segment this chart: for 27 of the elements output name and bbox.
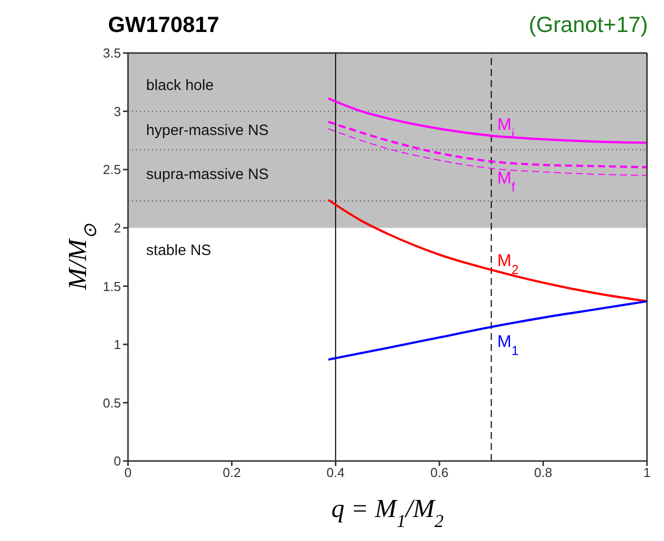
x-tick-label: 1	[643, 465, 651, 480]
x-tick-label: 0	[124, 465, 132, 480]
y-tick-label: 2	[114, 220, 121, 236]
text: (Granot+17)	[528, 12, 648, 38]
y-tick-label: 1	[114, 337, 121, 352]
y-tick-label: 1.5	[102, 278, 121, 294]
annotation: stable NS	[146, 242, 212, 260]
x-axis-title: q = M$_{1}$/M$_{2}$	[331, 494, 444, 531]
line-series	[327, 97, 647, 144]
y-tick-label: 3	[114, 104, 121, 119]
y-tick-label: 0.5	[102, 395, 121, 410]
x-tick-label: 0.8	[534, 465, 552, 480]
x-tick-label: 0.2	[222, 465, 241, 480]
annotation: hyper-massive NS	[146, 122, 269, 139]
line-series	[327, 198, 647, 302]
chart-title: GW170817	[108, 12, 220, 38]
y-tick-label: 0	[114, 454, 121, 469]
series-label: M$_{1}$	[497, 332, 519, 358]
annotation: black hole	[146, 76, 214, 94]
x-tick-label: 0.6	[430, 465, 448, 480]
series-label: M$_{2}$	[497, 250, 519, 276]
x-tick-label: 0.4	[326, 465, 345, 480]
line-series	[327, 300, 647, 361]
y-tick-label: 3.5	[102, 46, 121, 61]
annotation: supra-massive NS	[146, 166, 269, 184]
y-tick-label: 2.5	[102, 162, 121, 178]
series-label: M$_{f}$	[497, 168, 516, 194]
